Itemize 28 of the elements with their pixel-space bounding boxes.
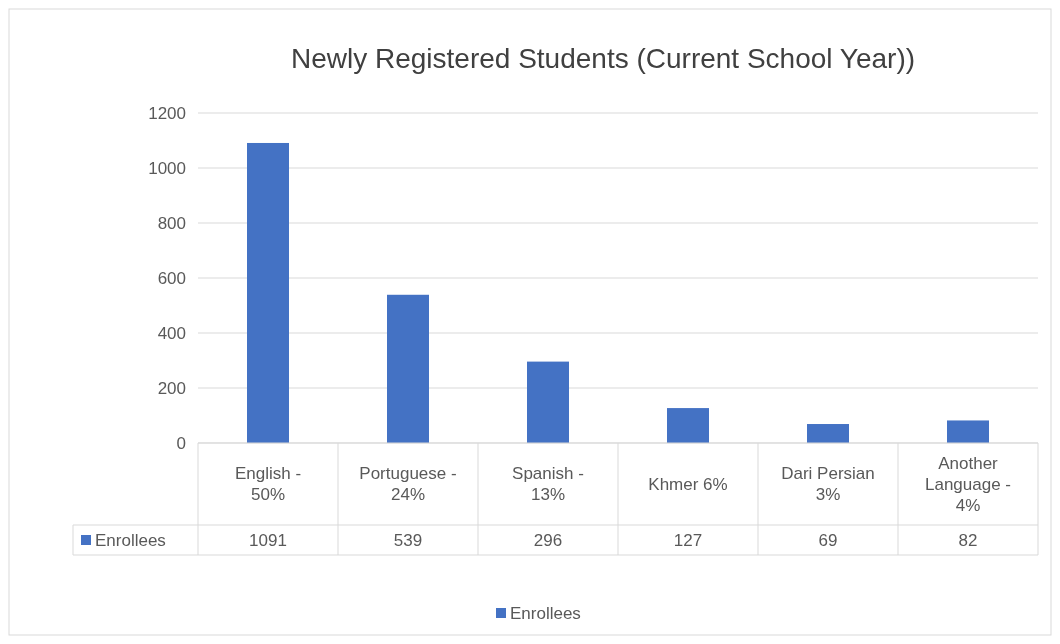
y-tick-label: 400 — [157, 323, 186, 343]
y-tick-label: 200 — [157, 378, 186, 398]
text: Enrollees — [510, 603, 581, 623]
y-tick-label: 1200 — [148, 103, 186, 123]
legend-label: Enrollees — [95, 530, 166, 550]
data-label: 1091 — [249, 530, 287, 550]
chart-title: Newly Registered Students (Current School Year)) — [290, 43, 916, 74]
bar — [387, 294, 429, 443]
bar — [947, 420, 989, 443]
bar — [247, 142, 289, 443]
data-label: 296 — [533, 530, 563, 550]
bar — [807, 424, 849, 443]
y-tick-label: 800 — [157, 213, 186, 233]
y-tick-label: 0 — [176, 433, 186, 453]
x-tick-label: Another Language - 4% — [924, 453, 1012, 515]
data-label: 539 — [393, 530, 423, 550]
x-tick-label: Portuguese - 24% — [359, 464, 457, 505]
data-label: 69 — [818, 530, 838, 550]
y-tick-label: 600 — [157, 268, 186, 288]
bar — [527, 361, 569, 443]
data-label: 82 — [958, 530, 978, 550]
y-tick-label: 1000 — [148, 158, 186, 178]
data-label: 127 — [673, 530, 703, 550]
bar — [667, 408, 709, 443]
x-tick-label: Dari Persian 3% — [781, 464, 875, 505]
x-tick-label: Khmer 6% — [648, 474, 728, 494]
x-tick-label: English - 50% — [234, 464, 302, 505]
x-tick-label: Spanish - 13% — [512, 464, 584, 505]
